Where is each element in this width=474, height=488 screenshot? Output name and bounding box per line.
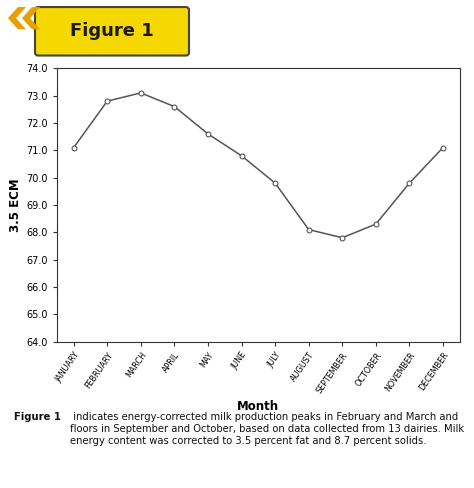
Text: Figure 1: Figure 1 [14,412,61,422]
Text: Figure 1: Figure 1 [70,22,154,41]
X-axis label: Month: Month [237,400,279,413]
FancyBboxPatch shape [35,7,189,56]
Polygon shape [22,7,40,29]
Polygon shape [8,7,26,29]
Y-axis label: 3.5 ECM: 3.5 ECM [9,178,22,232]
Text: indicates energy-corrected milk production peaks in February and March and floor: indicates energy-corrected milk producti… [70,412,464,446]
